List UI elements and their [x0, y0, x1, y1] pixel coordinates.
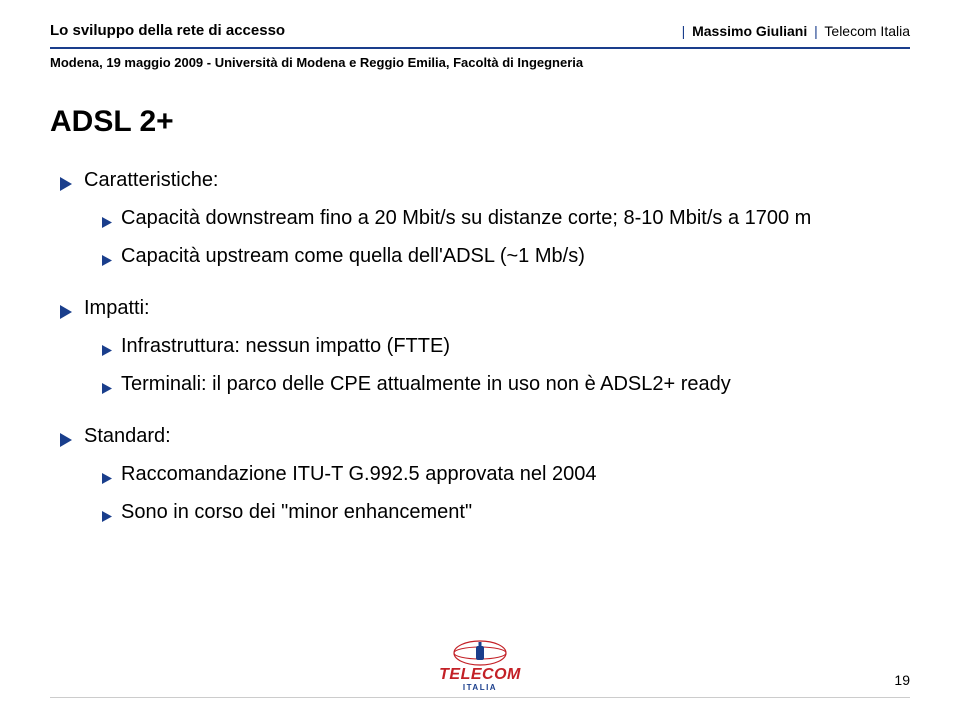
bullet-text: Standard: — [84, 423, 910, 450]
header-right-meta: | Massimo Giuliani | Telecom Italia — [679, 23, 910, 39]
footer-line — [50, 697, 910, 698]
bullet-text: Terminali: il parco delle CPE attualment… — [121, 371, 910, 398]
triangle-icon — [102, 383, 113, 394]
bullet-lvl2: Raccomandazione ITU-T G.992.5 approvata … — [102, 461, 910, 493]
bullet-text: Capacità upstream come quella dell'ADSL … — [121, 243, 910, 270]
bullet-text: Capacità downstream fino a 20 Mbit/s su … — [121, 205, 910, 232]
footer-logo: TELECOM ITALIA — [0, 638, 960, 692]
content: Caratteristiche: Capacità downstream fin… — [50, 167, 910, 531]
triangle-icon — [60, 305, 74, 319]
header-sep: | — [679, 23, 689, 39]
triangle-icon — [102, 511, 113, 522]
header-sep: | — [811, 23, 821, 39]
bullet-text: Raccomandazione ITU-T G.992.5 approvata … — [121, 461, 910, 488]
bullet-lvl2: Capacità upstream come quella dell'ADSL … — [102, 243, 910, 275]
header-left-title: Lo sviluppo della rete di accesso — [50, 22, 285, 39]
header-company: Telecom Italia — [824, 23, 910, 39]
triangle-icon — [102, 345, 113, 356]
bullet-lvl2: Infrastruttura: nessun impatto (FTTE) — [102, 333, 910, 365]
logo-sub: ITALIA — [463, 683, 497, 692]
slide-title: ADSL 2+ — [50, 105, 910, 139]
bullet-text: Impatti: — [84, 295, 910, 322]
bullet-lvl1: Caratteristiche: — [60, 167, 910, 199]
telecom-logo-icon — [452, 638, 508, 668]
header: Lo sviluppo della rete di accesso | Mass… — [50, 22, 910, 39]
bullet-text: Caratteristiche: — [84, 167, 910, 194]
bullet-text: Sono in corso dei "minor enhancement" — [121, 499, 910, 526]
triangle-icon — [102, 255, 113, 266]
bullet-lvl2: Terminali: il parco delle CPE attualment… — [102, 371, 910, 403]
subheader: Modena, 19 maggio 2009 - Università di M… — [50, 55, 910, 70]
bullet-lvl1: Standard: — [60, 423, 910, 455]
triangle-icon — [102, 217, 113, 228]
triangle-icon — [102, 473, 113, 484]
header-divider — [50, 47, 910, 49]
triangle-icon — [60, 433, 74, 447]
logo-text: TELECOM — [439, 666, 521, 684]
slide: Lo sviluppo della rete di accesso | Mass… — [0, 0, 960, 716]
triangle-icon — [60, 177, 74, 191]
header-author: Massimo Giuliani — [692, 23, 807, 39]
bullet-lvl2: Sono in corso dei "minor enhancement" — [102, 499, 910, 531]
bullet-text: Infrastruttura: nessun impatto (FTTE) — [121, 333, 910, 360]
bullet-lvl2: Capacità downstream fino a 20 Mbit/s su … — [102, 205, 910, 237]
page-number: 19 — [894, 672, 910, 688]
bullet-lvl1: Impatti: — [60, 295, 910, 327]
